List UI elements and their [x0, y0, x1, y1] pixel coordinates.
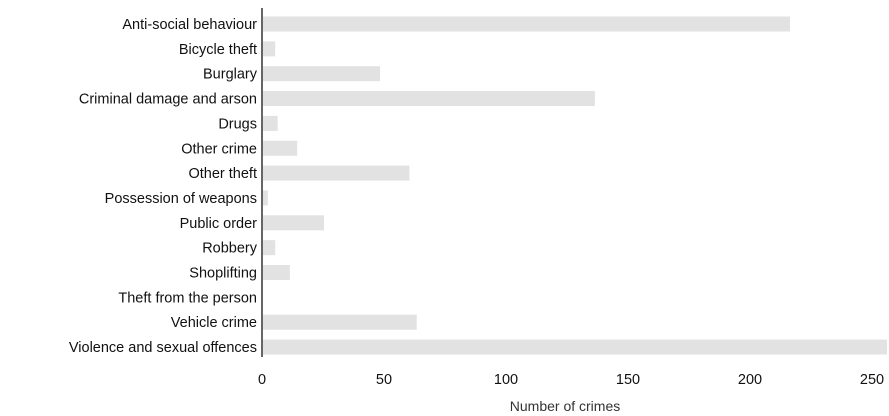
bar: [263, 91, 595, 107]
category-label: Criminal damage and arson: [79, 92, 257, 108]
x-tick-label: 100: [494, 372, 518, 388]
bar: [263, 16, 791, 32]
bar: [263, 66, 381, 82]
category-label: Other theft: [188, 166, 257, 182]
x-axis-title: Number of crimes: [510, 398, 620, 414]
category-label: Theft from the person: [118, 290, 257, 306]
bar: [263, 190, 268, 206]
category-label: Bicycle theft: [179, 42, 257, 58]
bar: [263, 215, 324, 231]
bar: [263, 165, 410, 181]
x-tick-label: 150: [616, 372, 640, 388]
category-label: Violence and sexual offences: [69, 340, 257, 356]
category-label: Anti-social behaviour: [122, 17, 257, 33]
bar: [263, 314, 417, 330]
category-labels: Anti-social behaviour Bicycle theft Burgla…: [69, 17, 258, 356]
category-label: Drugs: [218, 116, 257, 132]
category-label: Burglary: [203, 67, 258, 83]
bar: [263, 240, 276, 256]
bar: [263, 339, 887, 355]
category-label: Shoplifting: [189, 266, 257, 282]
bar: [263, 140, 298, 156]
category-label: Vehicle crime: [171, 315, 257, 331]
bar: [263, 265, 290, 280]
category-label: Other crime: [181, 141, 257, 157]
category-label: Public order: [180, 216, 258, 232]
bar: [263, 115, 278, 131]
x-tick-label: 50: [376, 372, 392, 388]
x-tick-label: 250: [860, 372, 884, 388]
x-tick-label: 0: [258, 372, 266, 388]
category-label: Possession of weapons: [105, 191, 257, 207]
x-tick-label: 200: [738, 372, 762, 388]
bar: [263, 41, 276, 57]
category-label: Robbery: [202, 241, 258, 257]
x-tick-labels: 0 50 100 150 200 250: [258, 372, 884, 388]
bars-group: [263, 16, 887, 355]
